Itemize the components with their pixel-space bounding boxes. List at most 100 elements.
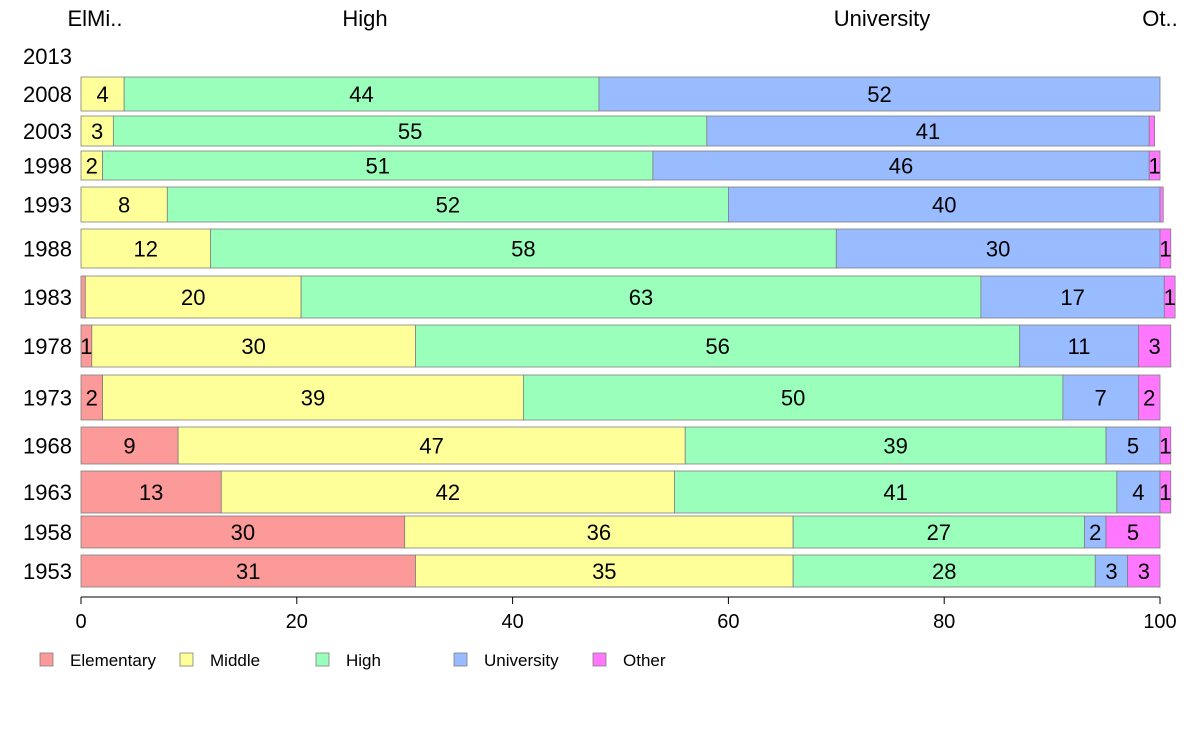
bar-segment-middle [80,186,168,223]
top-category-label: ElMi.. [68,6,123,31]
bar-segment-university [728,186,1161,223]
bar-segment-high [792,515,1085,549]
bar-segment-middle [102,374,524,421]
data-label: 1 [80,334,92,359]
data-label: 4 [1132,480,1144,505]
data-label: 11 [1068,334,1091,359]
bar-segment-middle [80,76,125,112]
data-label: 2 [1143,386,1155,411]
y-tick-label: 1998 [23,154,72,179]
bar-segment-high [674,470,1118,514]
bar-segment-other [1159,426,1172,465]
bar-segment-university [1019,324,1139,368]
bar-segment-high [102,150,654,181]
x-tick-label: 100 [1143,611,1176,633]
data-label: 3 [91,119,103,144]
y-tick-label: 1973 [23,386,72,411]
bar-segment-elementary [80,515,406,549]
bar-segment-other [1148,150,1161,181]
y-tick-label: 2013 [23,44,72,69]
bar-segment-middle [91,324,416,368]
data-label: 47 [419,434,443,459]
data-label: 2 [86,386,98,411]
legend-label: High [346,651,381,670]
data-label: 30 [986,237,1010,262]
y-tick-label: 1983 [23,285,72,310]
top-category-label: Ot.. [1142,6,1177,31]
data-label: 1 [1164,285,1176,310]
data-label: 42 [436,480,460,505]
data-label: 52 [867,82,891,107]
data-label: 3 [1148,334,1160,359]
data-label: 35 [592,559,616,584]
bar-segment-middle [80,228,211,269]
legend-label: Middle [210,651,260,670]
legend-label: University [484,651,559,670]
x-tick-label: 60 [717,611,739,633]
y-tick-label: 2008 [23,82,72,107]
y-tick-label: 1978 [23,334,72,359]
data-label: 41 [916,119,940,144]
bar-segment-high [112,115,708,147]
bar-segment-university [598,76,1161,112]
data-label: 31 [236,559,260,584]
data-label: 41 [883,480,907,505]
data-label: 52 [436,193,460,218]
data-label: 50 [781,386,805,411]
data-label: 27 [927,520,951,545]
data-label: 63 [629,285,653,310]
bar-segment-other [1127,554,1161,588]
data-label: 51 [365,154,389,179]
bar-segment-university [706,115,1150,147]
data-label: 55 [398,119,422,144]
data-label: 1 [1159,237,1171,262]
data-label: 1 [1148,154,1160,179]
legend-label: Elementary [70,651,156,670]
legend-swatch-elementary [39,652,54,667]
legend-swatch-other [592,652,607,667]
data-label: 3 [1105,559,1117,584]
data-label: 4 [96,82,108,107]
bar-segment-other [1159,470,1172,514]
bar-segment-other [1159,228,1172,269]
data-label: 44 [349,82,373,107]
bar-segment-elementary [80,275,86,319]
data-label: 20 [181,285,205,310]
y-tick-label: 1958 [23,520,72,545]
data-label: 30 [241,334,265,359]
top-category-label: High [342,6,387,31]
data-label: 40 [932,193,956,218]
legend-swatch-middle [179,652,194,667]
bar-segment-university [1094,554,1129,588]
bar-segment-university [1116,470,1161,514]
data-label: 36 [587,520,611,545]
bar-segment-middle [177,426,686,465]
top-category-label: University [834,6,931,31]
bar-segment-middle [220,470,675,514]
data-label: 12 [133,237,157,262]
bar-segment-university [1105,426,1161,465]
bar-segment-other [1163,275,1176,319]
x-tick-label: 40 [501,611,523,633]
bar-segment-middle [404,515,794,549]
data-label: 2 [1089,520,1101,545]
data-label: 1 [1159,480,1171,505]
bar-segment-other [1159,186,1164,223]
x-tick-label: 0 [75,611,86,633]
y-tick-label: 1953 [23,559,72,584]
bar-segment-high [300,275,982,319]
legend-label: Other [623,651,666,670]
y-tick-label: 1988 [23,237,72,262]
bar-segment-high [166,186,729,223]
data-label: 2 [86,154,98,179]
legend-swatch-university [453,652,468,667]
bar-segment-university [980,275,1165,319]
y-tick-label: 1993 [23,193,72,218]
bar-segment-university [835,228,1161,269]
data-label: 58 [511,237,535,262]
y-tick-label: 1963 [23,480,72,505]
data-label: 30 [231,520,255,545]
legend-swatch-high [315,652,330,667]
data-label: 7 [1095,386,1107,411]
